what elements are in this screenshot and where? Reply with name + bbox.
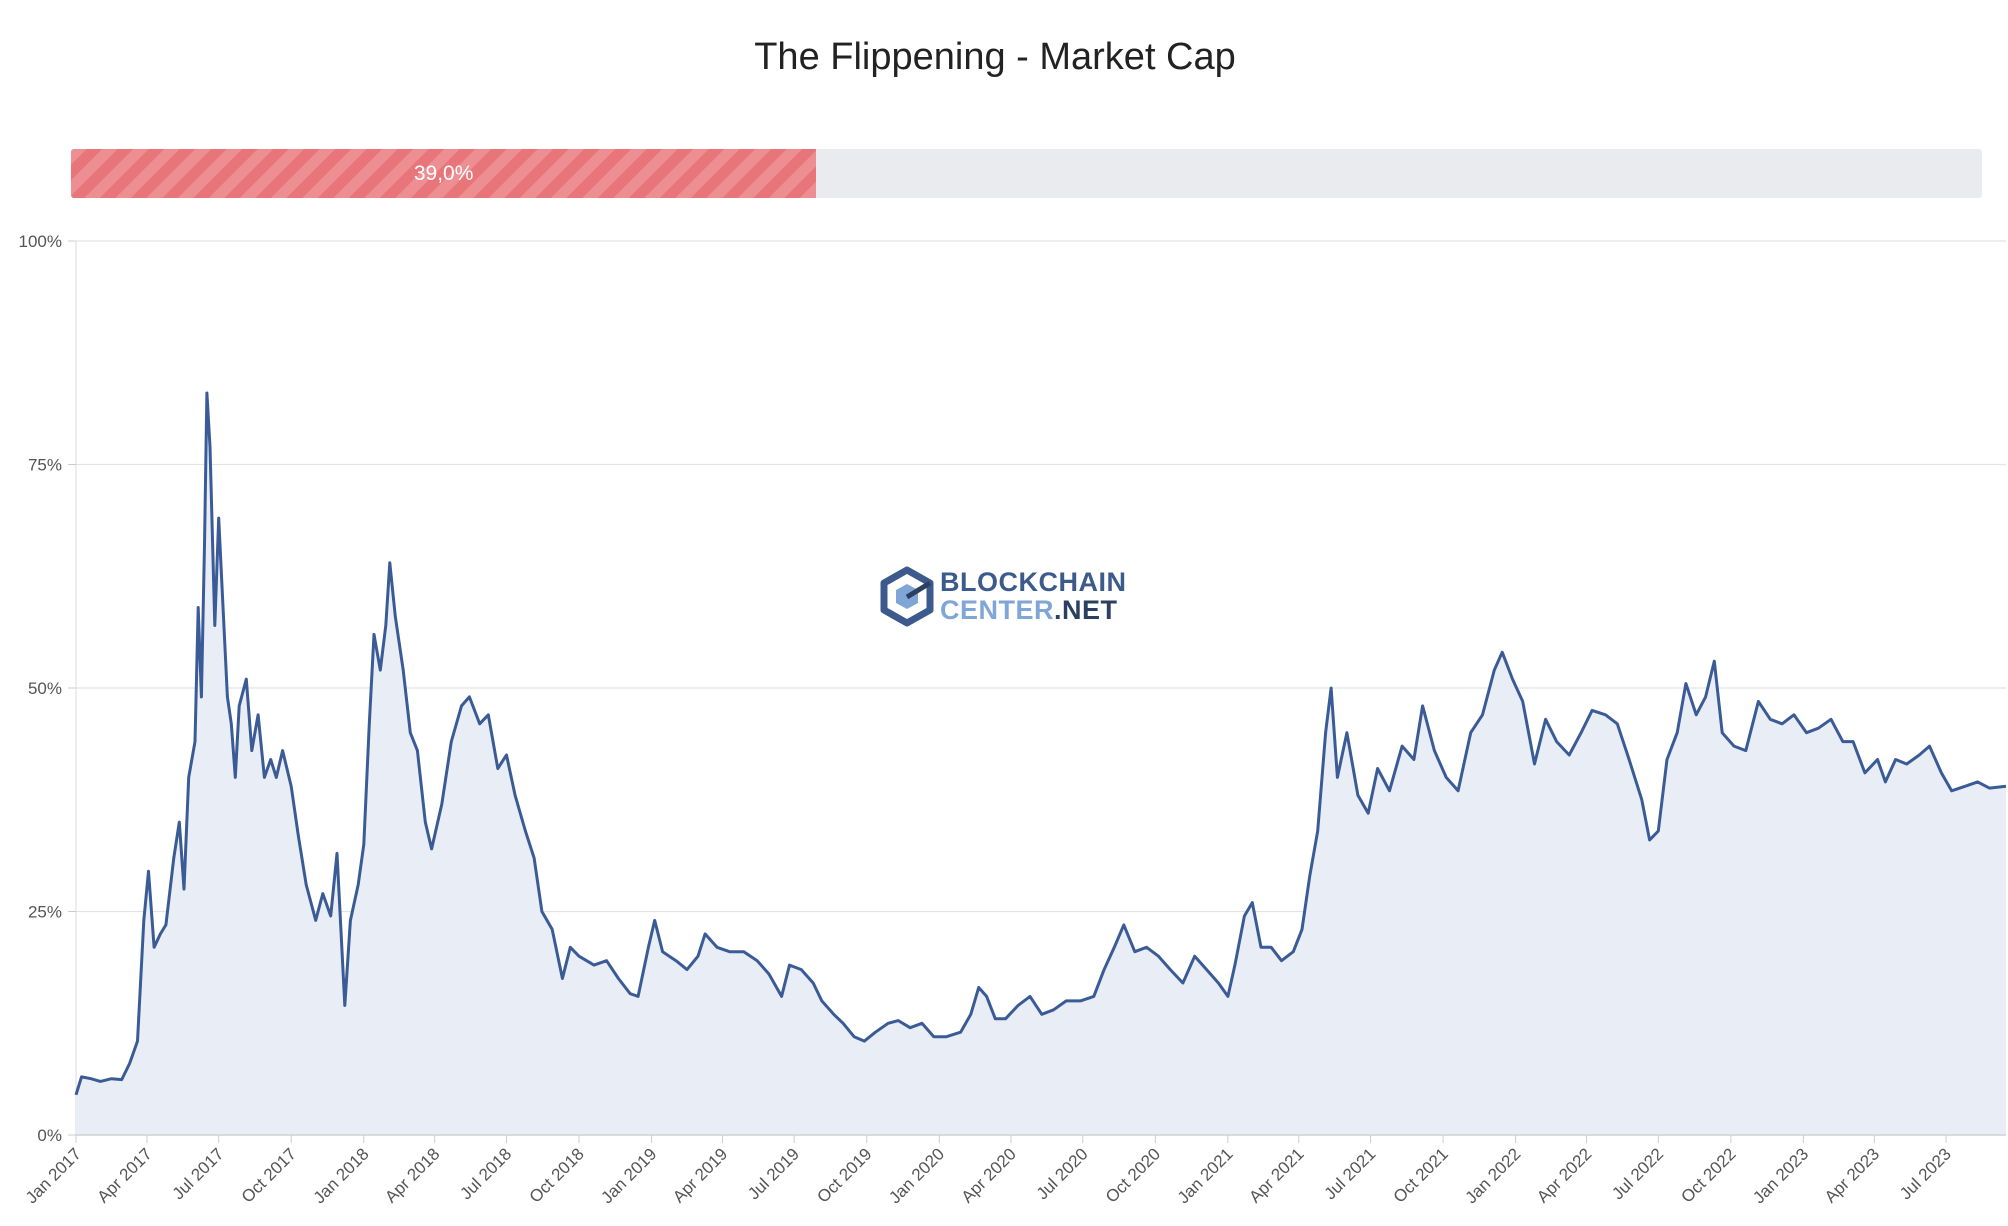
x-tick-label: Jul 2020 <box>1033 1144 1092 1203</box>
y-tick-label: 0% <box>37 1126 62 1145</box>
series-line <box>74 391 2007 1096</box>
logo-text-blockchain: BLOCKCHAIN <box>940 567 1127 597</box>
x-tick-label: Jul 2023 <box>1896 1144 1955 1203</box>
x-axis: Jan 2017 Apr 2017 Jul 2017 Oct 2017 Jan 2018… <box>22 1134 2006 1207</box>
x-tick-label: Jan 2021 <box>1174 1144 1237 1207</box>
x-tick-label: Oct 2018 <box>526 1144 588 1206</box>
blockchaincenter-logo: BLOCKCHAIN CENTER.NET <box>874 564 1127 634</box>
x-tick-label: Apr 2020 <box>958 1144 1020 1206</box>
logo-text-net: .NET <box>1054 595 1118 625</box>
x-tick-label: Apr 2018 <box>381 1144 443 1206</box>
blockchaincenter-logo-icon <box>880 566 934 627</box>
x-tick-label: Jul 2017 <box>169 1144 228 1203</box>
series-area-fill <box>76 393 2006 1135</box>
x-tick-label: Jul 2019 <box>744 1144 803 1203</box>
x-tick-label: Oct 2017 <box>238 1144 300 1206</box>
x-tick-label: Jan 2019 <box>597 1144 660 1207</box>
y-axis: 0% 25% 50% 75% 100% <box>19 232 76 1145</box>
series-area <box>74 391 2007 1135</box>
y-tick-label: 100% <box>19 232 62 251</box>
x-tick-label: Oct 2019 <box>813 1144 875 1206</box>
y-tick-label: 50% <box>28 679 62 698</box>
x-tick-label: Apr 2021 <box>1245 1144 1307 1206</box>
x-tick-label: Jan 2022 <box>1462 1144 1525 1207</box>
x-tick-label: Jul 2021 <box>1320 1144 1379 1203</box>
x-tick-label: Oct 2021 <box>1390 1144 1452 1206</box>
x-tick-label: Jan 2018 <box>310 1144 373 1207</box>
progress-fill <box>71 149 817 198</box>
chart-title: The Flippening - Market Cap <box>754 36 1236 78</box>
flippening-progress-bar: 39,0% <box>71 149 1982 198</box>
y-tick-label: 75% <box>28 456 62 475</box>
logo-text-center: CENTER <box>940 595 1055 625</box>
x-tick-label: Jul 2018 <box>456 1144 515 1203</box>
x-tick-label: Jul 2022 <box>1608 1144 1667 1203</box>
x-tick-label: Oct 2022 <box>1677 1144 1739 1206</box>
x-tick-label: Apr 2017 <box>94 1144 156 1206</box>
x-tick-label: Jan 2020 <box>885 1144 948 1207</box>
y-tick-label: 25% <box>28 903 62 922</box>
x-tick-label: Apr 2022 <box>1533 1144 1595 1206</box>
x-tick-label: Apr 2019 <box>669 1144 731 1206</box>
progress-label: 39,0% <box>413 162 474 185</box>
x-tick-label: Oct 2020 <box>1102 1144 1164 1206</box>
x-tick-label: Jan 2023 <box>1749 1144 1812 1207</box>
x-tick-label: Jan 2017 <box>22 1144 85 1207</box>
x-tick-label: Apr 2023 <box>1821 1144 1883 1206</box>
